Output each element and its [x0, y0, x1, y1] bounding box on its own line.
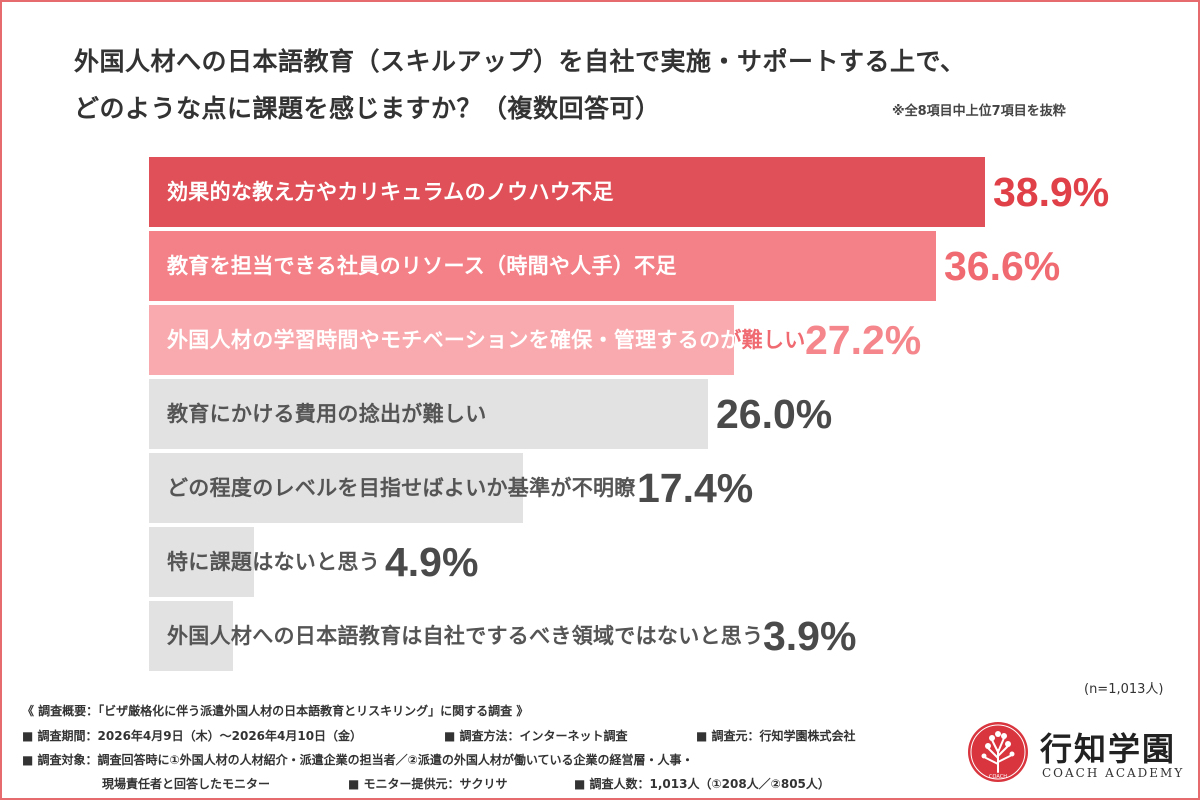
bar-1 [149, 157, 985, 227]
bar-value-5: 17.4% [636, 465, 754, 511]
bar-label-6: 特に課題はないと思う [167, 550, 380, 574]
survey-target: ■ 調査対象：調査回答時に①外国人材の人材紹介・派遣企業の担当者／②派遣の外国人… [22, 753, 694, 767]
bar-value-2: 36.6% [944, 243, 1061, 289]
bar-label-7: 外国人材への日本語教育は自社でするべき領域ではないと思う [167, 624, 764, 648]
bar-label-1: 効果的な教え方やカリキュラムのノウハウ不足 [167, 180, 614, 204]
brand-name: 行知学園 [1040, 730, 1177, 768]
chart-title-line1: 外国人材への日本語教育（スキルアップ）を自社で実施・サポートする上で、 [74, 47, 966, 76]
bar-5 [149, 453, 523, 523]
survey-target-continued: 現場責任者と回答したモニター [102, 777, 271, 791]
bar-7 [149, 601, 233, 671]
bar-label-3: 外国人材の学習時間やモチベーションを確保・管理するのが難しい [167, 305, 806, 375]
bar-value-6: 4.9% [384, 539, 479, 585]
respondent-count: ■ 調査人数：1,013人（①208人／②805人） [574, 777, 830, 791]
tree-emblem-icon: COACH [968, 722, 1028, 782]
brand-logo: COACH 行知学園 COACH ACADEMY [966, 720, 1186, 790]
bar-value-7: 3.9% [762, 613, 857, 659]
survey-method: ■ 調査方法：インターネット調査 [444, 729, 628, 743]
monitor-provider: ■ モニター提供元：サクリサ [348, 777, 508, 791]
bar-6 [149, 527, 254, 597]
survey-period: ■ 調査期間：2026年4月9日（木）〜2026年4月10日（金） [22, 729, 363, 743]
bar-2 [149, 231, 936, 301]
emblem-text: COACH [989, 774, 1007, 780]
survey-overview-title: 《 調査概要：「ビザ厳格化に伴う派遣外国人材の日本語教育とリスキリング」に関する… [22, 704, 529, 718]
sample-size-note: (n=1,013人) [1084, 682, 1164, 697]
chart-title-line2: どのような点に課題を感じますか？（複数回答可） [74, 94, 661, 123]
bar-label-2: 教育を担当できる社員のリソース（時間や人手）不足 [167, 254, 677, 278]
bar-4 [149, 379, 708, 449]
bar-label-4: 教育にかける費用の捻出が難しい [167, 402, 487, 426]
bar-value-3: 27.2% [804, 317, 922, 363]
brand-subtitle: COACH ACADEMY [1042, 766, 1185, 780]
bar-label-5: どの程度のレベルを目指せばよいか基準が不明瞭 [167, 476, 636, 500]
selection-note: ※全8項目中上位7項目を抜粋 [892, 104, 1066, 119]
bar-3 [149, 305, 734, 375]
bar-value-4: 26.0% [716, 391, 833, 437]
survey-source: ■ 調査元：行知学園株式会社 [696, 729, 856, 743]
bar-value-1: 38.9% [993, 169, 1110, 215]
